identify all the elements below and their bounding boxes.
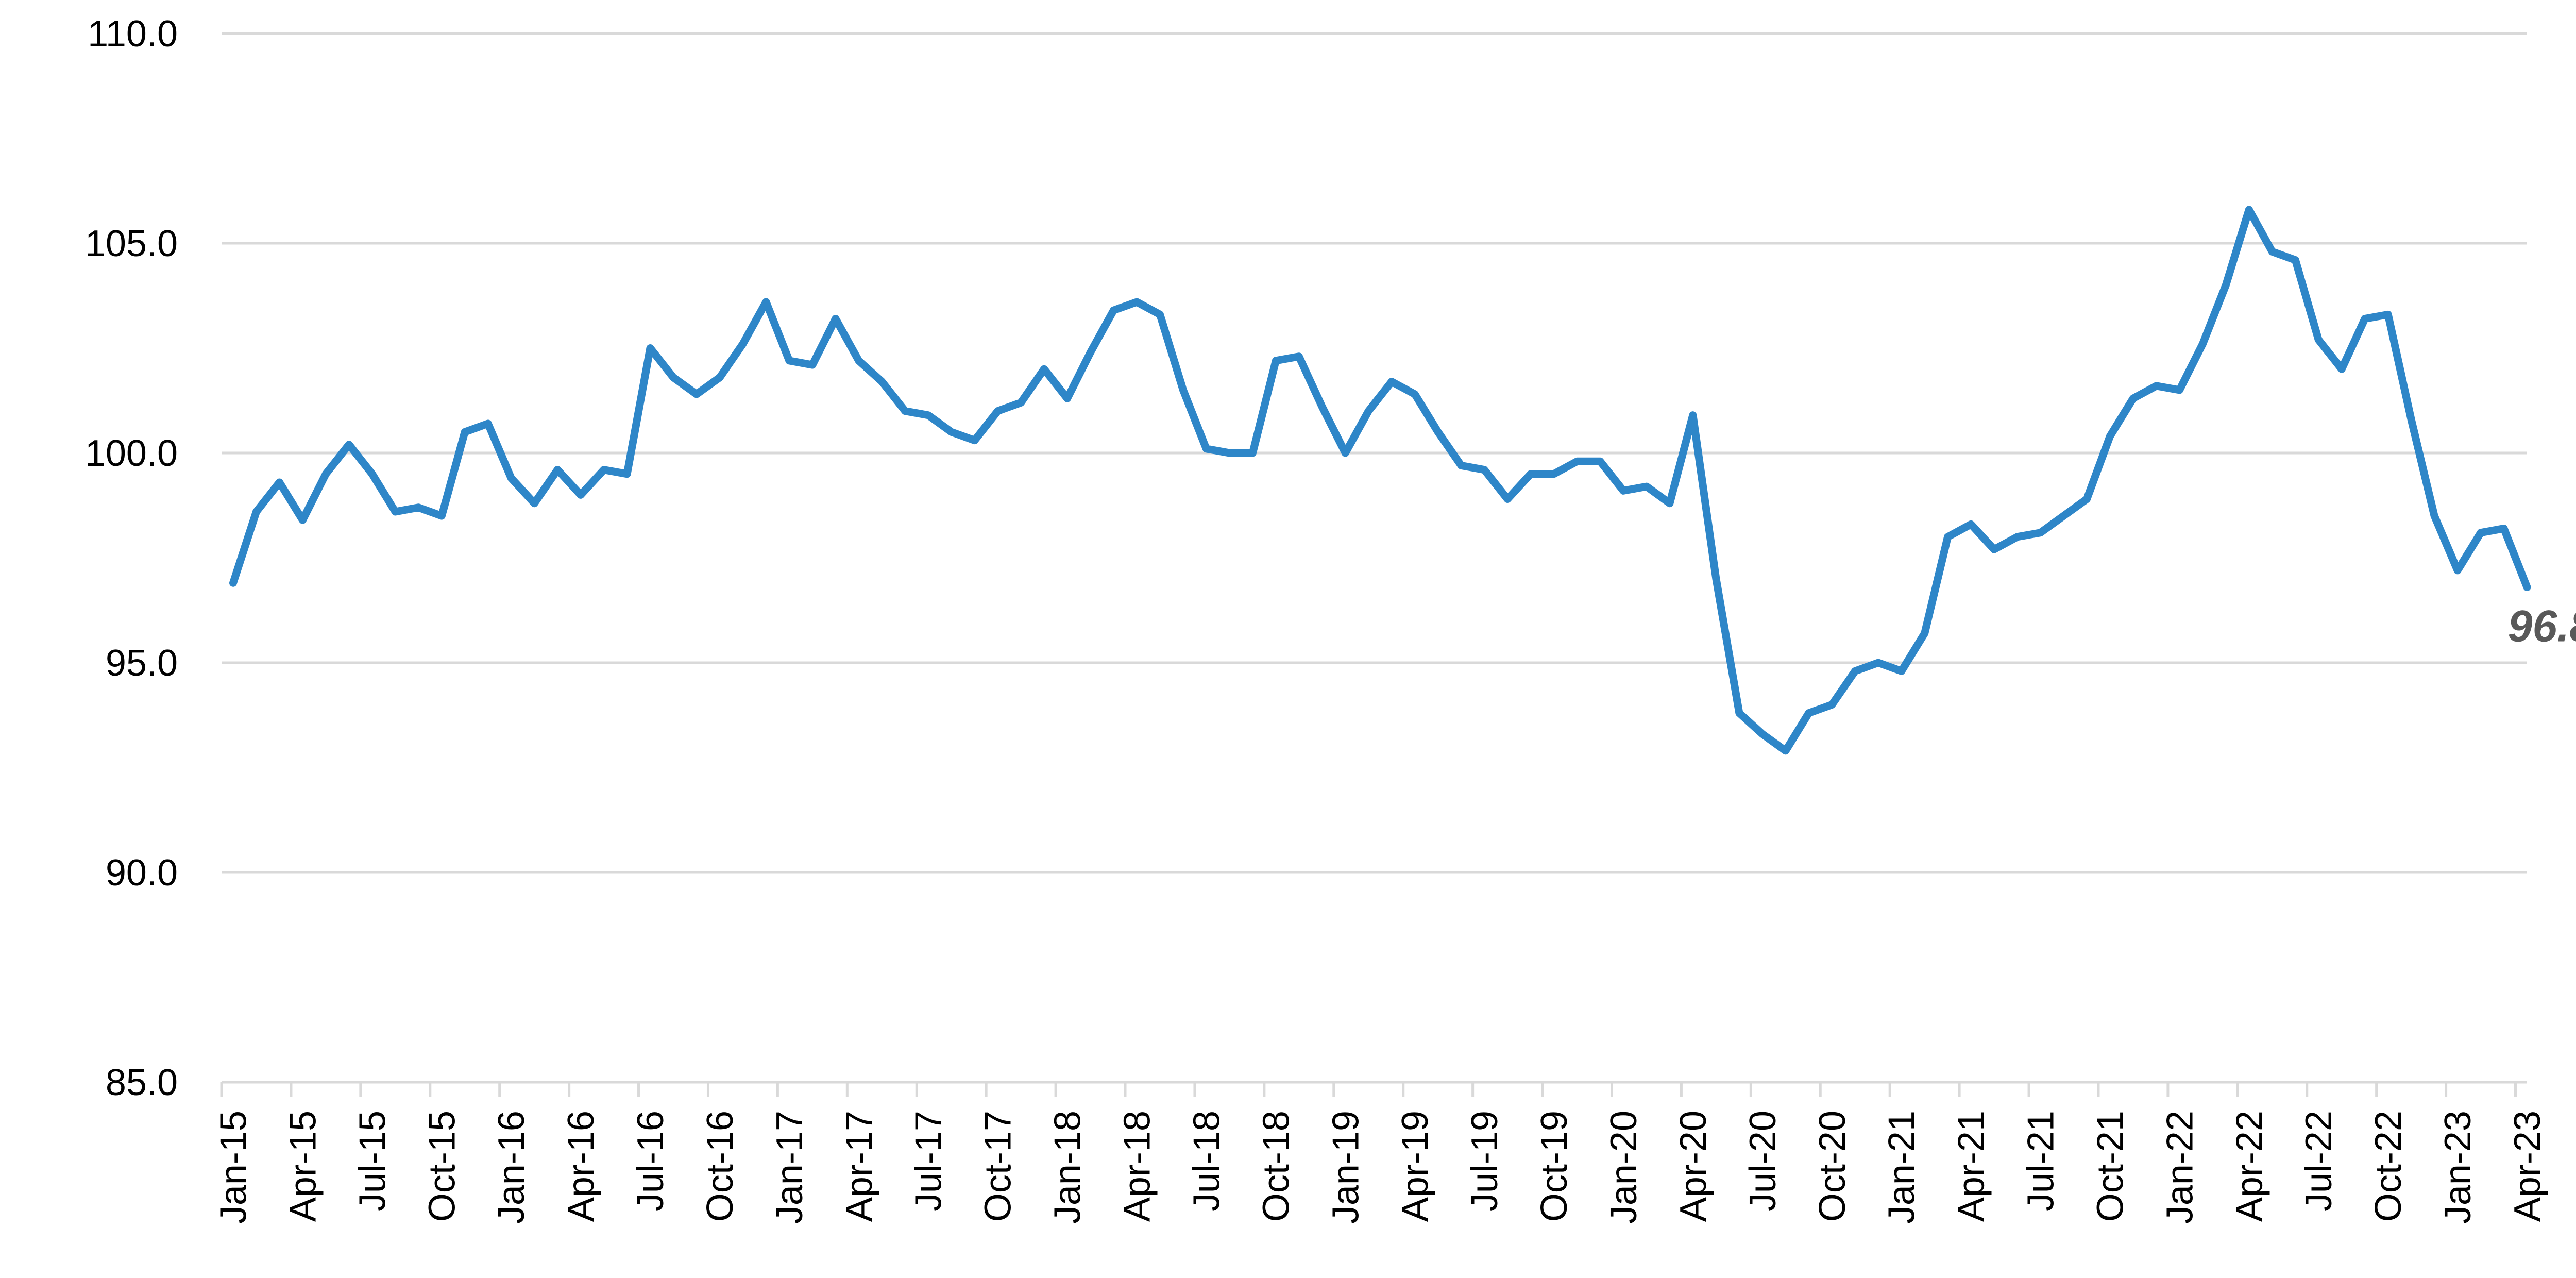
x-tick-label: Jan-22 <box>2159 1111 2200 1224</box>
x-tick-label: Jul-15 <box>352 1111 393 1212</box>
series-line <box>229 206 2531 755</box>
last-value-label: 96.8 <box>2508 601 2576 651</box>
y-tick-label: 105.0 <box>85 223 178 264</box>
x-tick-label: Oct-15 <box>421 1111 463 1222</box>
y-axis-tick-labels: 110.0 105.0 100.0 95.0 90.0 85.0 <box>85 13 178 1103</box>
x-axis <box>220 1081 2527 1097</box>
x-tick-label: Oct-21 <box>2090 1111 2131 1222</box>
x-tick-label: Jul-16 <box>630 1111 671 1212</box>
x-axis-tick-labels: Jan-15 Apr-15 Jul-15 Oct-15 Jan-16 Apr-16 Jul-… <box>213 1111 2548 1224</box>
x-tick-label: Jan-16 <box>491 1111 532 1224</box>
x-tick-label: Jul-19 <box>1464 1111 1505 1212</box>
series-layer <box>229 206 2531 755</box>
x-tick-label: Apr-20 <box>1673 1111 1714 1222</box>
x-tick-label: Jul-17 <box>908 1111 950 1212</box>
y-tick-label: 110.0 <box>88 13 178 55</box>
y-tick-label: 100.0 <box>85 433 178 474</box>
x-tick-label: Jan-15 <box>213 1111 254 1224</box>
x-tick-label: Apr-19 <box>1395 1111 1436 1222</box>
x-tick-label: Jan-18 <box>1047 1111 1089 1224</box>
x-tick-label: Oct-18 <box>1256 1111 1297 1222</box>
x-tick-label: Apr-23 <box>2507 1111 2548 1222</box>
x-tick-label: Apr-17 <box>839 1111 880 1222</box>
x-tick-label: Jan-21 <box>1882 1111 1923 1224</box>
x-tick-label: Oct-20 <box>1812 1111 1853 1222</box>
gridlines <box>222 32 2527 874</box>
x-tick-label: Oct-22 <box>2368 1111 2409 1222</box>
y-tick-label: 85.0 <box>106 1062 178 1103</box>
x-tick-label: Jul-22 <box>2298 1111 2340 1212</box>
x-tick-label: Oct-17 <box>978 1111 1019 1222</box>
x-tick-label: Jul-20 <box>1742 1111 1784 1212</box>
x-tick-label: Jul-21 <box>2021 1111 2062 1212</box>
y-tick-label: 90.0 <box>106 852 178 894</box>
x-tick-label: Oct-19 <box>1534 1111 1575 1222</box>
y-tick-label: 95.0 <box>106 643 178 684</box>
x-tick-label: Apr-21 <box>1951 1111 1992 1222</box>
x-tick-label: Apr-15 <box>282 1111 324 1222</box>
x-tick-label: Jan-17 <box>769 1111 810 1224</box>
x-tick-label: Apr-16 <box>561 1111 602 1222</box>
x-tick-label: Apr-22 <box>2229 1111 2270 1222</box>
x-tick-label: Jul-18 <box>1186 1111 1227 1212</box>
x-tick-label: Jan-20 <box>1603 1111 1645 1224</box>
x-tick-label: Apr-18 <box>1117 1111 1158 1222</box>
x-tick-label: Jan-19 <box>1325 1111 1366 1224</box>
x-tick-label: Oct-16 <box>700 1111 741 1222</box>
x-tick-label: Jan-23 <box>2437 1111 2479 1224</box>
